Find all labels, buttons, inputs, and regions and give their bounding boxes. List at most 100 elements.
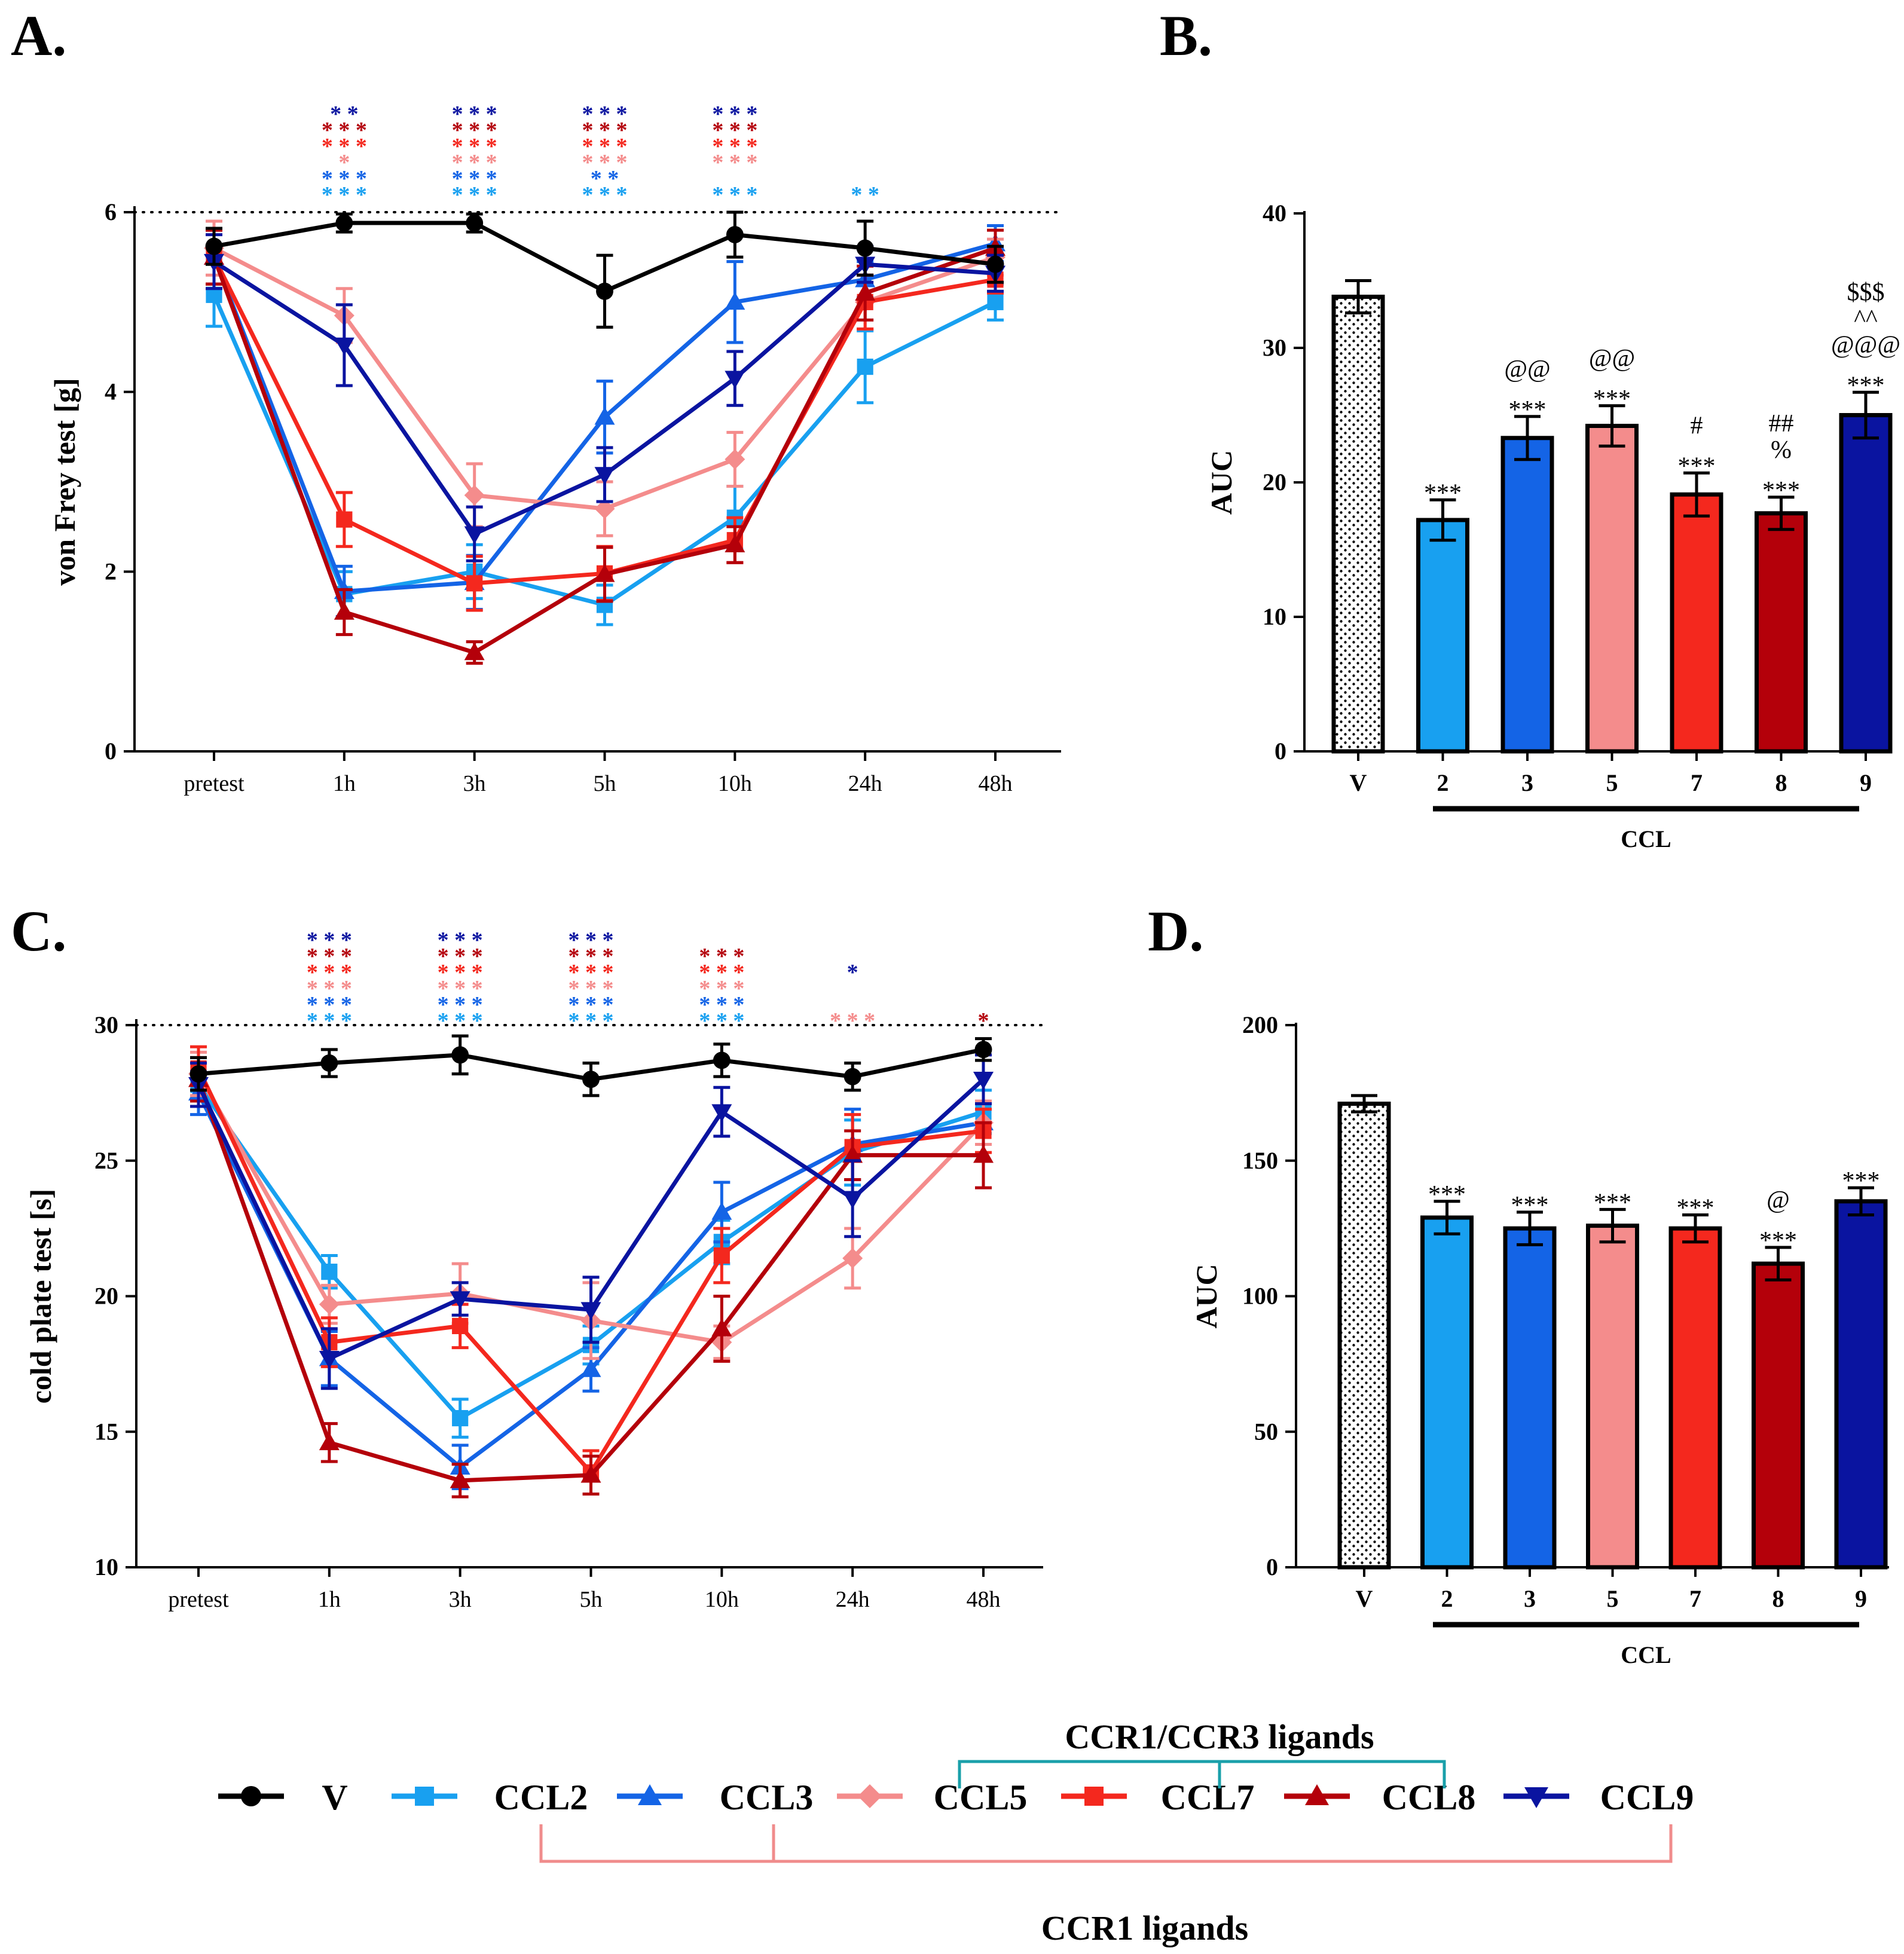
significance-mark: * bbox=[978, 1008, 989, 1033]
series-v bbox=[205, 210, 1004, 329]
x-tick-label: 24h bbox=[848, 771, 882, 796]
significance-mark: * * * bbox=[307, 944, 352, 969]
panel-a-von-frey-chart: 0 2 4 6 pretest 1h 3h 5h 10h 24h 48h von Frey test … bbox=[48, 102, 1062, 796]
x-tick-label: 5h bbox=[580, 1587, 603, 1612]
significance-mark: * * * bbox=[438, 928, 483, 953]
x-tick-label: 2 bbox=[1437, 769, 1449, 796]
x-tick-label: 5h bbox=[594, 771, 616, 796]
ccr1-ligands-label: CCR1 ligands bbox=[1041, 1909, 1248, 1947]
bar-annotation: *** bbox=[1762, 477, 1800, 504]
x-tick-label: 5 bbox=[1607, 1585, 1619, 1612]
legend-label: CCL2 bbox=[494, 1778, 588, 1817]
bar-ccl3 bbox=[1503, 1226, 1557, 1570]
bar-annotation: *** bbox=[1424, 479, 1462, 507]
x-axis-title: CCL bbox=[1621, 1641, 1671, 1668]
panel-letter-c: C. bbox=[11, 899, 66, 963]
legend-marker bbox=[638, 1784, 662, 1805]
data-point bbox=[321, 1264, 338, 1280]
significance-mark: * * * bbox=[569, 944, 614, 969]
x-tick-label: 3h bbox=[449, 1587, 472, 1612]
bar-annotation: *** bbox=[1677, 1194, 1714, 1222]
x-tick-label: 3 bbox=[1521, 769, 1533, 796]
legend-entry-ccl5: CCL5 bbox=[837, 1778, 1027, 1817]
significance-mark: * * * bbox=[307, 928, 352, 953]
bar-ccl9 bbox=[1834, 1199, 1888, 1570]
significance-mark: * * * bbox=[569, 928, 614, 953]
bar-annotation: *** bbox=[1594, 1189, 1631, 1216]
y-axis-title: AUC bbox=[1205, 450, 1238, 515]
x-tick-label: pretest bbox=[168, 1587, 229, 1612]
bracket-line bbox=[539, 1824, 1673, 1863]
significance-mark: * bbox=[338, 150, 350, 175]
significance-mark: * * * bbox=[569, 976, 614, 1001]
data-point bbox=[335, 214, 353, 232]
y-tick-label: 40 bbox=[1263, 200, 1286, 227]
y-tick-label: 15 bbox=[94, 1418, 118, 1445]
significance-mark: * * * bbox=[712, 118, 757, 143]
data-point bbox=[582, 1071, 600, 1088]
data-point bbox=[725, 371, 745, 389]
bar-annotation: @@@ bbox=[1831, 331, 1900, 359]
panel-c-cold-plate-chart: 10 15 20 25 30 pretest 1h 3h 5h 10h 24h 48h cold pla… bbox=[24, 928, 1044, 1612]
significance-mark: * * * bbox=[452, 118, 497, 143]
significance-mark: * * * bbox=[699, 1008, 744, 1033]
y-tick-label: 6 bbox=[105, 198, 117, 225]
x-tick-label: 8 bbox=[1772, 1585, 1784, 1612]
data-point bbox=[334, 337, 354, 356]
significance-mark: * * * bbox=[307, 960, 352, 985]
data-point bbox=[205, 237, 223, 255]
y-tick-label: 0 bbox=[1266, 1554, 1278, 1580]
bracket-line bbox=[958, 1760, 1446, 1788]
y-tick-label: 4 bbox=[105, 378, 117, 405]
data-point bbox=[450, 1291, 470, 1310]
significance-mark: * * * bbox=[569, 960, 614, 985]
bar-ccl2 bbox=[1416, 518, 1469, 754]
bar-ccl2 bbox=[1420, 1215, 1474, 1570]
bar-ccl7 bbox=[1668, 1226, 1722, 1570]
x-tick-label: 10h bbox=[705, 1587, 739, 1612]
bar-annotation: *** bbox=[1511, 1192, 1549, 1219]
bar-ccl9 bbox=[1839, 413, 1893, 754]
ccr1-ccr3-bracket bbox=[958, 1760, 1446, 1788]
significance-mark: * * * bbox=[569, 992, 614, 1017]
bar-annotation: *** bbox=[1842, 1167, 1880, 1195]
significance-mark: * * * bbox=[438, 992, 483, 1017]
data-point bbox=[452, 1409, 469, 1427]
bar-annotation: *** bbox=[1678, 452, 1716, 480]
y-tick-label: 100 bbox=[1242, 1283, 1278, 1310]
significance-mark: * * * bbox=[438, 1008, 483, 1033]
significance-mark: * * * bbox=[582, 102, 628, 127]
data-point bbox=[334, 601, 354, 620]
data-point bbox=[713, 1051, 731, 1069]
panel-letter-b: B. bbox=[1160, 4, 1212, 68]
y-tick-label: 10 bbox=[1263, 603, 1286, 630]
y-tick-label: 25 bbox=[94, 1147, 118, 1174]
significance-mark: * * * bbox=[322, 118, 367, 143]
bar-annotation: @ bbox=[1767, 1187, 1790, 1214]
x-tick-label: 2 bbox=[1441, 1585, 1453, 1612]
bar-annotation: ## bbox=[1769, 410, 1794, 438]
panel-letter-d: D. bbox=[1148, 899, 1203, 963]
legend-entry-ccl9: CCL9 bbox=[1503, 1778, 1694, 1817]
significance-mark: * * * bbox=[452, 150, 497, 175]
panel-b-auc-chart: 0 10 20 30 40 AUC V 2 *** 3 *** @@ 5 *** @@ 7 *** #8 ***%#… bbox=[1205, 200, 1900, 852]
x-tick-label: 3 bbox=[1524, 1585, 1536, 1612]
significance-mark: * * * bbox=[582, 118, 628, 143]
legend-label: CCL9 bbox=[1600, 1778, 1694, 1817]
legend-marker bbox=[1084, 1787, 1104, 1806]
significance-mark: * * * bbox=[307, 1008, 352, 1033]
bar-annotation: $$$ bbox=[1847, 279, 1885, 306]
legend-label: V bbox=[322, 1778, 347, 1817]
legend-label: CCL3 bbox=[720, 1778, 814, 1817]
data-point bbox=[580, 1302, 601, 1320]
y-tick-label: 30 bbox=[1263, 334, 1286, 361]
series-ccl9 bbox=[188, 1053, 994, 1390]
data-point bbox=[987, 293, 1004, 310]
legend-entry-ccl2: CCL2 bbox=[392, 1778, 588, 1817]
bar-annotation: @@ bbox=[1589, 345, 1635, 372]
bar-annotation: ^^ bbox=[1854, 305, 1878, 332]
bar-v bbox=[1337, 1102, 1391, 1570]
significance-mark: * * bbox=[591, 166, 619, 191]
x-tick-label: 7 bbox=[1689, 1585, 1701, 1612]
